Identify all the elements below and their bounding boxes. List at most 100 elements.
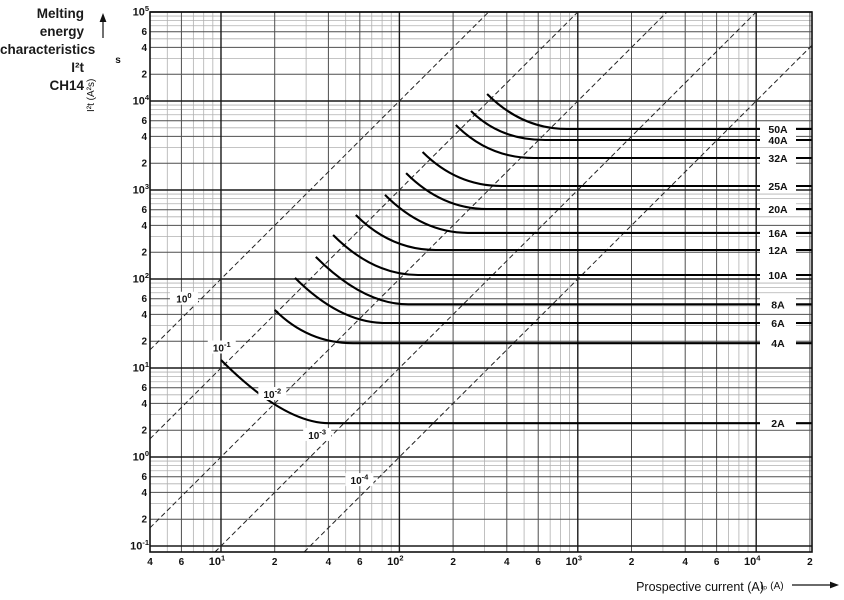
y-axis-unit-note: s bbox=[115, 55, 121, 66]
generated-layers: 105 104 103 102 101 100 10-1 6 4 2 6 4 2 6 4 2 6 4 2 6 4 2 6 4 2… bbox=[130, 4, 813, 568]
fuse-label-bg bbox=[760, 416, 796, 430]
fuse-curves-layer bbox=[220, 93, 812, 425]
y-tick-label: 101 bbox=[133, 360, 149, 375]
x-tick-minor-label: 6 bbox=[535, 557, 541, 568]
fuse-label-bg bbox=[760, 297, 796, 311]
x-tick-label: 102 bbox=[387, 554, 403, 569]
x-axis-symbol: Iₚ (A) bbox=[760, 581, 783, 592]
y-tick-minor-label: 6 bbox=[141, 205, 147, 216]
y-tick-minor-label: 2 bbox=[141, 248, 147, 259]
y-tick-minor-label: 4 bbox=[141, 43, 147, 54]
y-tick-minor-label: 2 bbox=[141, 426, 147, 437]
fuse-label-4A: 4A bbox=[771, 338, 785, 350]
x-tick-minor-label: 4 bbox=[682, 557, 688, 568]
fuse-label-25A: 25A bbox=[768, 181, 788, 193]
x-tick-minor-label: 6 bbox=[714, 557, 720, 568]
y-tick-label: 105 bbox=[133, 4, 149, 19]
x-tick-minor-label: 2 bbox=[807, 557, 813, 568]
time-lines-layer bbox=[149, 11, 813, 553]
time-line--2s bbox=[149, 11, 668, 529]
fuse-curve-25A bbox=[421, 151, 812, 188]
fuse-label-bg bbox=[760, 122, 796, 136]
fuse-curve-16A bbox=[384, 194, 812, 234]
fuse-curve-2A bbox=[220, 359, 812, 425]
plot-border bbox=[149, 11, 813, 553]
fuse-label-50A: 50A bbox=[768, 124, 788, 136]
y-tick-minor-label: 4 bbox=[141, 132, 147, 143]
fuse-label-bg bbox=[760, 179, 796, 193]
fuse-curve-8A bbox=[315, 256, 812, 306]
x-tick-minor-label: 6 bbox=[179, 557, 185, 568]
time-line--1s bbox=[149, 11, 579, 440]
fuse-label-10A: 10A bbox=[768, 270, 788, 282]
fuse-curve-32A bbox=[455, 124, 812, 160]
x-tick-minor-label: 2 bbox=[272, 557, 278, 568]
y-tick-minor-label: 2 bbox=[141, 337, 147, 348]
time-line-label: 100 bbox=[176, 291, 191, 306]
fuse-label-bg bbox=[760, 202, 796, 216]
y-axis-label: I²t (A²s) bbox=[86, 79, 97, 112]
chart-title-line2: characteristics I²t bbox=[0, 42, 96, 75]
fuse-curve-50A bbox=[486, 93, 812, 131]
x-tick-minor-label: 4 bbox=[504, 557, 510, 568]
fuse-curve-4A bbox=[273, 309, 812, 345]
fuse-label-20A: 20A bbox=[768, 204, 788, 216]
time-line-label-bg bbox=[345, 473, 374, 487]
y-tick-minor-label: 4 bbox=[141, 310, 147, 321]
fuse-label-bg bbox=[760, 133, 796, 147]
fuse-label-12A: 12A bbox=[768, 245, 788, 257]
x-tick-minor-label: 4 bbox=[147, 557, 153, 568]
time-line-label: 10-3 bbox=[308, 427, 326, 442]
y-tick-minor-label: 2 bbox=[141, 159, 147, 170]
chart-title-line3: CH14 bbox=[49, 78, 84, 93]
x-tick-label: 104 bbox=[744, 554, 761, 569]
time-line-label: 10-1 bbox=[213, 340, 231, 355]
x-axis-label: Prospective current (A) bbox=[636, 580, 764, 594]
y-tick-minor-label: 6 bbox=[141, 294, 147, 305]
y-tick-label: 10-1 bbox=[130, 538, 149, 553]
y-axis-arrow-icon bbox=[99, 13, 107, 38]
x-tick-label: 103 bbox=[566, 554, 582, 569]
x-tick-minor-label: 4 bbox=[326, 557, 332, 568]
fuse-label-bg bbox=[760, 226, 796, 240]
fuse-curve-6A bbox=[294, 277, 812, 325]
fuse-curve-10A bbox=[332, 234, 812, 277]
grid-minor-layer bbox=[150, 12, 812, 552]
y-tick-minor-label: 4 bbox=[141, 488, 147, 499]
y-tick-minor-label: 6 bbox=[141, 116, 147, 127]
x-tick-minor-label: 2 bbox=[450, 557, 456, 568]
y-tick-minor-label: 2 bbox=[141, 70, 147, 81]
y-tick-label: 103 bbox=[133, 182, 149, 197]
fuse-label-6A: 6A bbox=[771, 318, 785, 330]
fuse-label-32A: 32A bbox=[768, 153, 788, 165]
fuse-curve-20A bbox=[405, 172, 812, 211]
fuse-label-bg bbox=[760, 243, 796, 257]
fuse-label-2A: 2A bbox=[771, 418, 785, 430]
y-tick-label: 100 bbox=[133, 449, 149, 464]
fuse-label-8A: 8A bbox=[771, 299, 785, 311]
x-tick-minor-label: 6 bbox=[357, 557, 363, 568]
y-tick-minor-label: 6 bbox=[141, 472, 147, 483]
y-tick-minor-label: 6 bbox=[141, 383, 147, 394]
fuse-label-40A: 40A bbox=[768, 135, 788, 147]
y-tick-minor-label: 4 bbox=[141, 221, 147, 232]
fuse-label-bg bbox=[760, 316, 796, 330]
fuse-curve-12A bbox=[355, 214, 812, 252]
fuse-label-bg bbox=[760, 268, 796, 282]
y-tick-minor-label: 2 bbox=[141, 515, 147, 526]
chart-title-line1: Melting energy bbox=[36, 6, 84, 39]
fuse-label-bg bbox=[760, 336, 796, 350]
fuse-label-16A: 16A bbox=[768, 228, 788, 240]
time-line-label-bg bbox=[169, 291, 198, 305]
chart-title: Melting energy characteristics I²t CH14 bbox=[0, 5, 96, 95]
fuse-label-bg bbox=[760, 151, 796, 165]
y-tick-minor-label: 6 bbox=[141, 27, 147, 38]
time-line-label-bg bbox=[258, 387, 287, 401]
fuse-curve-40A bbox=[470, 110, 812, 142]
time-line-label-bg bbox=[207, 340, 236, 354]
x-tick-label: 101 bbox=[209, 554, 225, 569]
y-tick-label: 102 bbox=[133, 271, 149, 286]
tick-labels-layer: 105 104 103 102 101 100 10-1 6 4 2 6 4 2 6 4 2 6 4 2 6 4 2 6 4 2… bbox=[130, 4, 813, 568]
